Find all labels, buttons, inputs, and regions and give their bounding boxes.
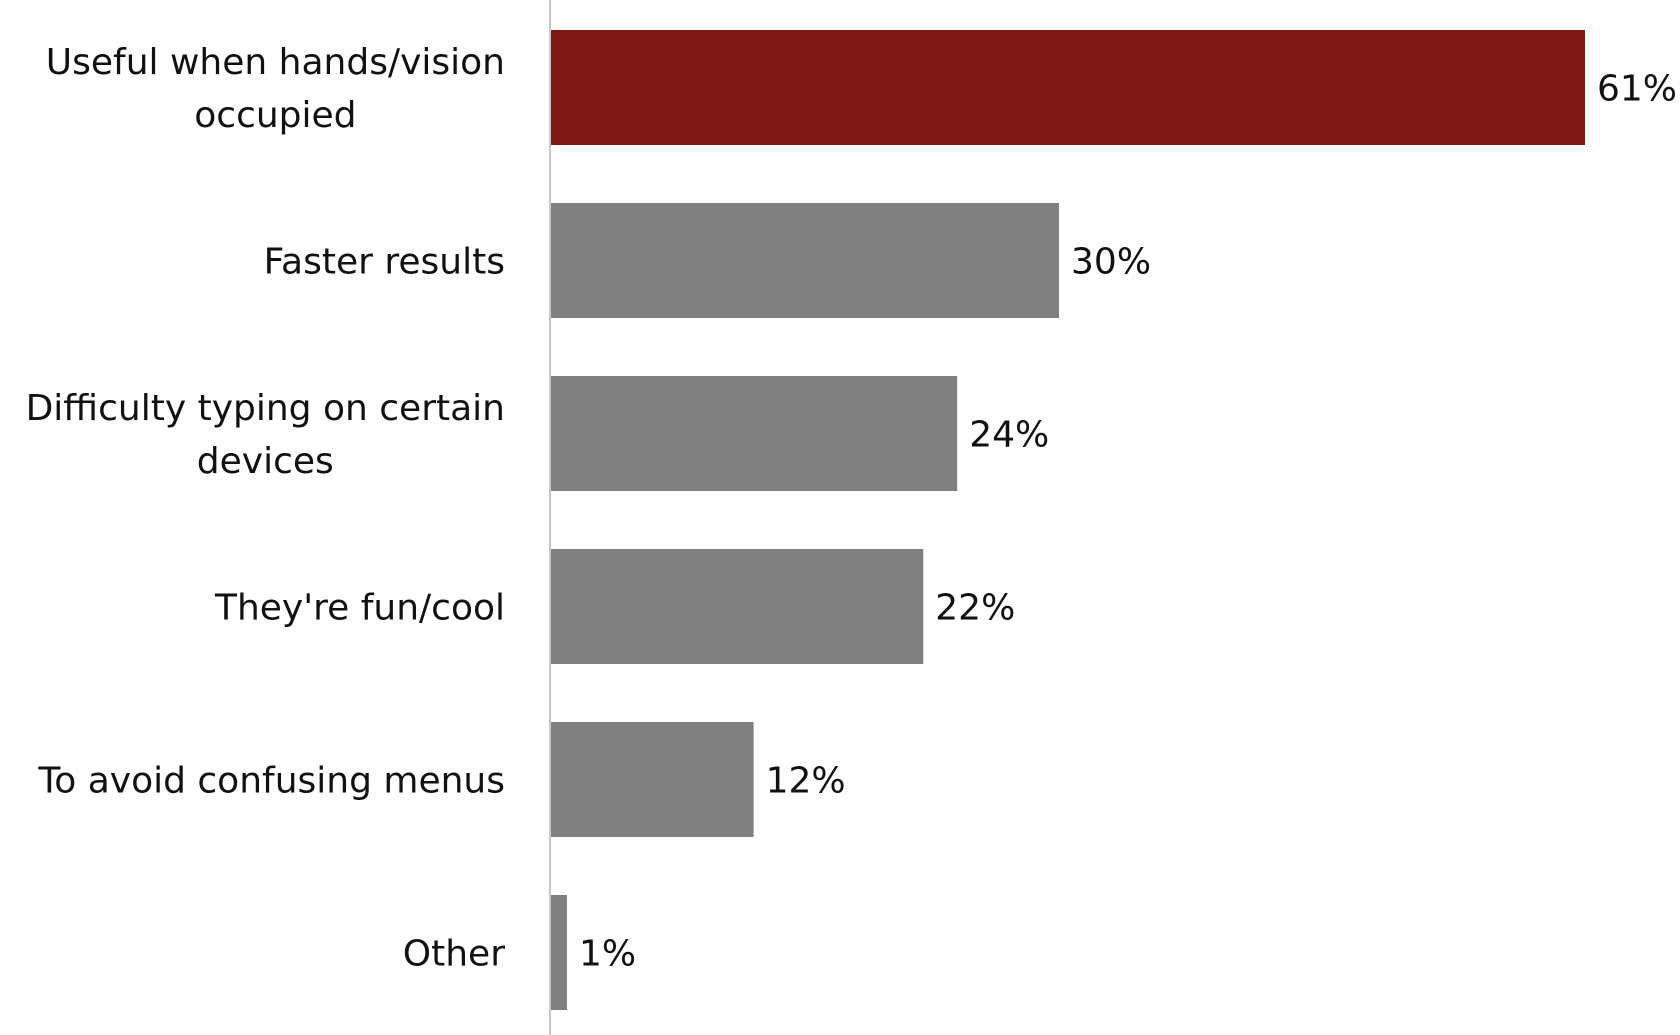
bar (550, 549, 924, 664)
category-label: They're fun/cool (214, 588, 505, 629)
category-label-line: Difficulty typing on certain (26, 388, 505, 429)
value-label: 22% (935, 588, 1015, 629)
category-label-line: Useful when hands/vision (46, 42, 505, 83)
bar (550, 722, 754, 837)
category-labels-group: Useful when hands/vision occupied Faster r… (26, 42, 506, 975)
bar (550, 376, 958, 491)
category-label: To avoid confusing menus (37, 761, 505, 802)
value-label: 1% (579, 934, 636, 975)
category-label: Useful when hands/vision occupied (46, 42, 505, 136)
category-label-line: They're fun/cool (214, 588, 505, 629)
bar (550, 203, 1060, 318)
category-label-line: Other (403, 934, 505, 975)
bar (550, 30, 1585, 145)
value-label: 24% (969, 415, 1049, 456)
value-labels-group: 61% 30% 24% 22% 12% 1% (579, 69, 1677, 975)
value-label: 12% (766, 761, 846, 802)
category-label: Faster results (264, 242, 505, 283)
value-label: 30% (1071, 242, 1151, 283)
bar (550, 895, 567, 1010)
value-label: 61% (1597, 69, 1677, 110)
category-label-line: Faster results (264, 242, 505, 283)
category-label-line: devices (197, 441, 334, 482)
category-label-line: occupied (194, 95, 356, 136)
category-label: Difficulty typing on certain devices (26, 388, 505, 482)
category-label-line: To avoid confusing menus (37, 761, 505, 802)
category-label: Other (403, 934, 505, 975)
bars-group (550, 30, 1585, 1010)
